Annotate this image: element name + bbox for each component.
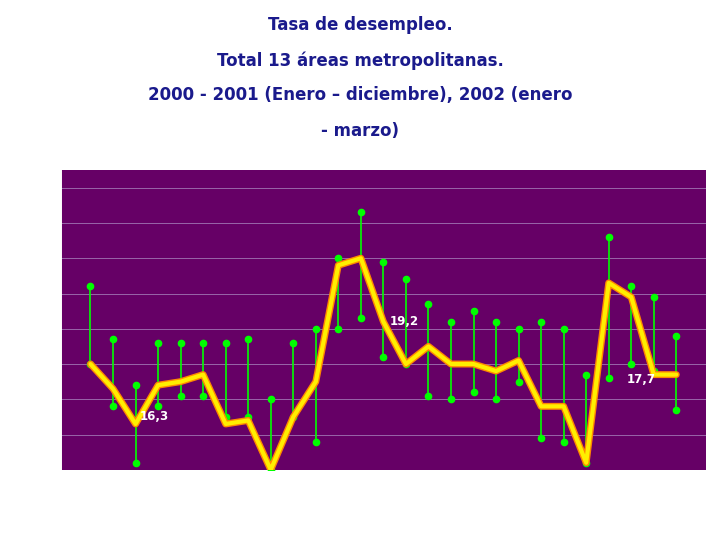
Text: 16,3: 16,3 [140, 410, 169, 423]
Text: - marzo): - marzo) [321, 122, 399, 139]
Text: 2000 - 2001 (Enero – diciembre), 2002 (enero: 2000 - 2001 (Enero – diciembre), 2002 (e… [148, 86, 572, 104]
Text: 19,2: 19,2 [390, 315, 419, 328]
Text: Tasa de desempleo.: Tasa de desempleo. [268, 16, 452, 34]
Text: 17,7: 17,7 [626, 374, 656, 387]
Text: Total 13 áreas metropolitanas.: Total 13 áreas metropolitanas. [217, 51, 503, 70]
